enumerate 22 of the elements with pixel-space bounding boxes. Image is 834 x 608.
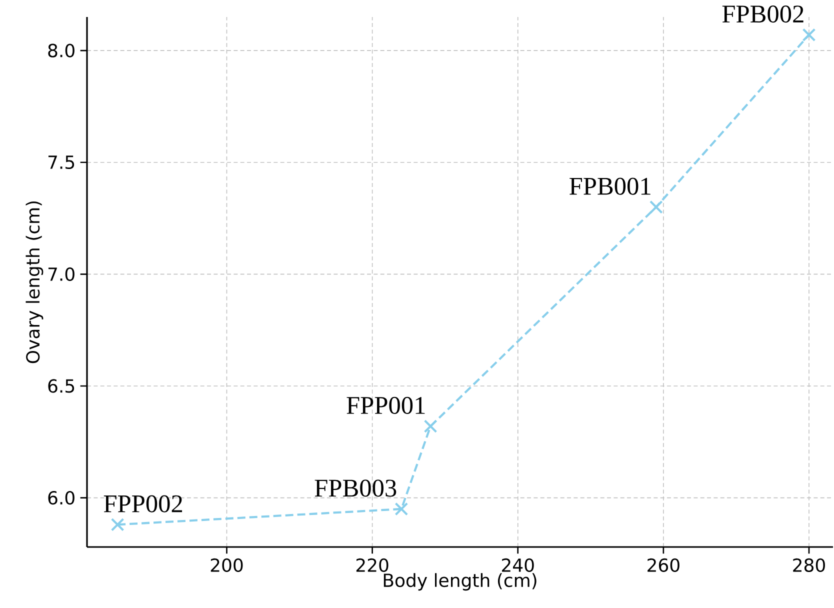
x-tick-label: 260	[648, 558, 680, 572]
x-tick-label: 240	[502, 558, 534, 572]
annotation: FPP002	[104, 495, 182, 512]
y-tick-label: 6.5	[48, 379, 74, 393]
y-tick-label: 6.0	[48, 490, 74, 505]
y-axis-title: Ovary length (cm)	[26, 201, 44, 364]
point	[394, 502, 408, 516]
x-axis-title: Body length (cm)	[384, 573, 536, 591]
annotation: FPP001	[346, 396, 425, 414]
x-tick-label: 280	[793, 558, 825, 572]
y-tick-label: 7.0	[48, 267, 74, 281]
point	[424, 420, 438, 433]
point	[802, 28, 816, 42]
x-tick-label: 220	[356, 558, 388, 572]
y-tick-label: 7.5	[48, 156, 74, 170]
x-tick-label: 200	[210, 558, 243, 572]
point	[110, 518, 124, 532]
annotation: FPB001	[570, 178, 650, 195]
y-tick-label: 8.0	[48, 44, 74, 58]
annotation: FPB003	[314, 480, 396, 497]
annotation: FPB002	[722, 6, 804, 23]
point	[649, 200, 663, 214]
